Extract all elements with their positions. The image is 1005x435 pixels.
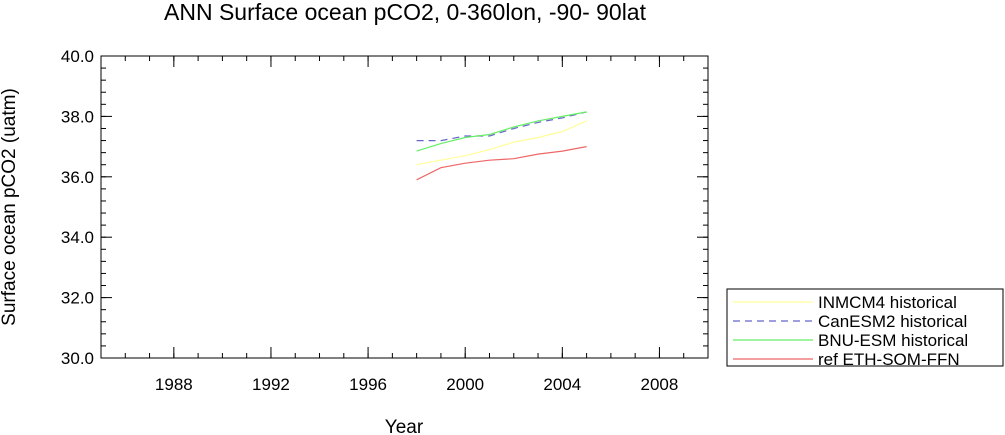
x-tick-label: 1988 [155,375,193,394]
y-tick-label: 30.0 [61,349,94,368]
legend-label: INMCM4 historical [818,293,957,312]
legend-label: CanESM2 historical [818,312,967,331]
x-tick-label: 2000 [446,375,484,394]
y-tick-label: 40.0 [61,47,94,66]
axis-ticks: 1988 1992 1996 2000 2004 2008 30.0 32.0 34.0 36.0… [61,47,709,394]
x-axis-label: Year [385,417,424,435]
y-tick-label: 34.0 [61,228,94,247]
x-tick-label: 1996 [349,375,387,394]
x-tick-label: 2008 [641,375,679,394]
x-tick-label: 1992 [252,375,290,394]
chart-title: ANN Surface ocean pCO2, 0-360lon, -90- 9… [164,0,647,25]
y-tick-label: 38.0 [61,107,94,126]
series-line [416,120,587,166]
legend-label: ref ETH-SOM-FFN [818,350,960,369]
legend-label: BNU-ESM historical [818,331,968,350]
series-line [416,146,587,181]
series-lines [416,111,587,181]
y-axis-label: Surface ocean pCO2 (uatm) [0,88,20,326]
series-line [416,111,587,152]
y-tick-label: 32.0 [61,289,94,308]
y-tick-label: 36.0 [61,168,94,187]
series-line [416,111,587,142]
x-tick-label: 2004 [543,375,581,394]
plot-frame [100,55,709,359]
